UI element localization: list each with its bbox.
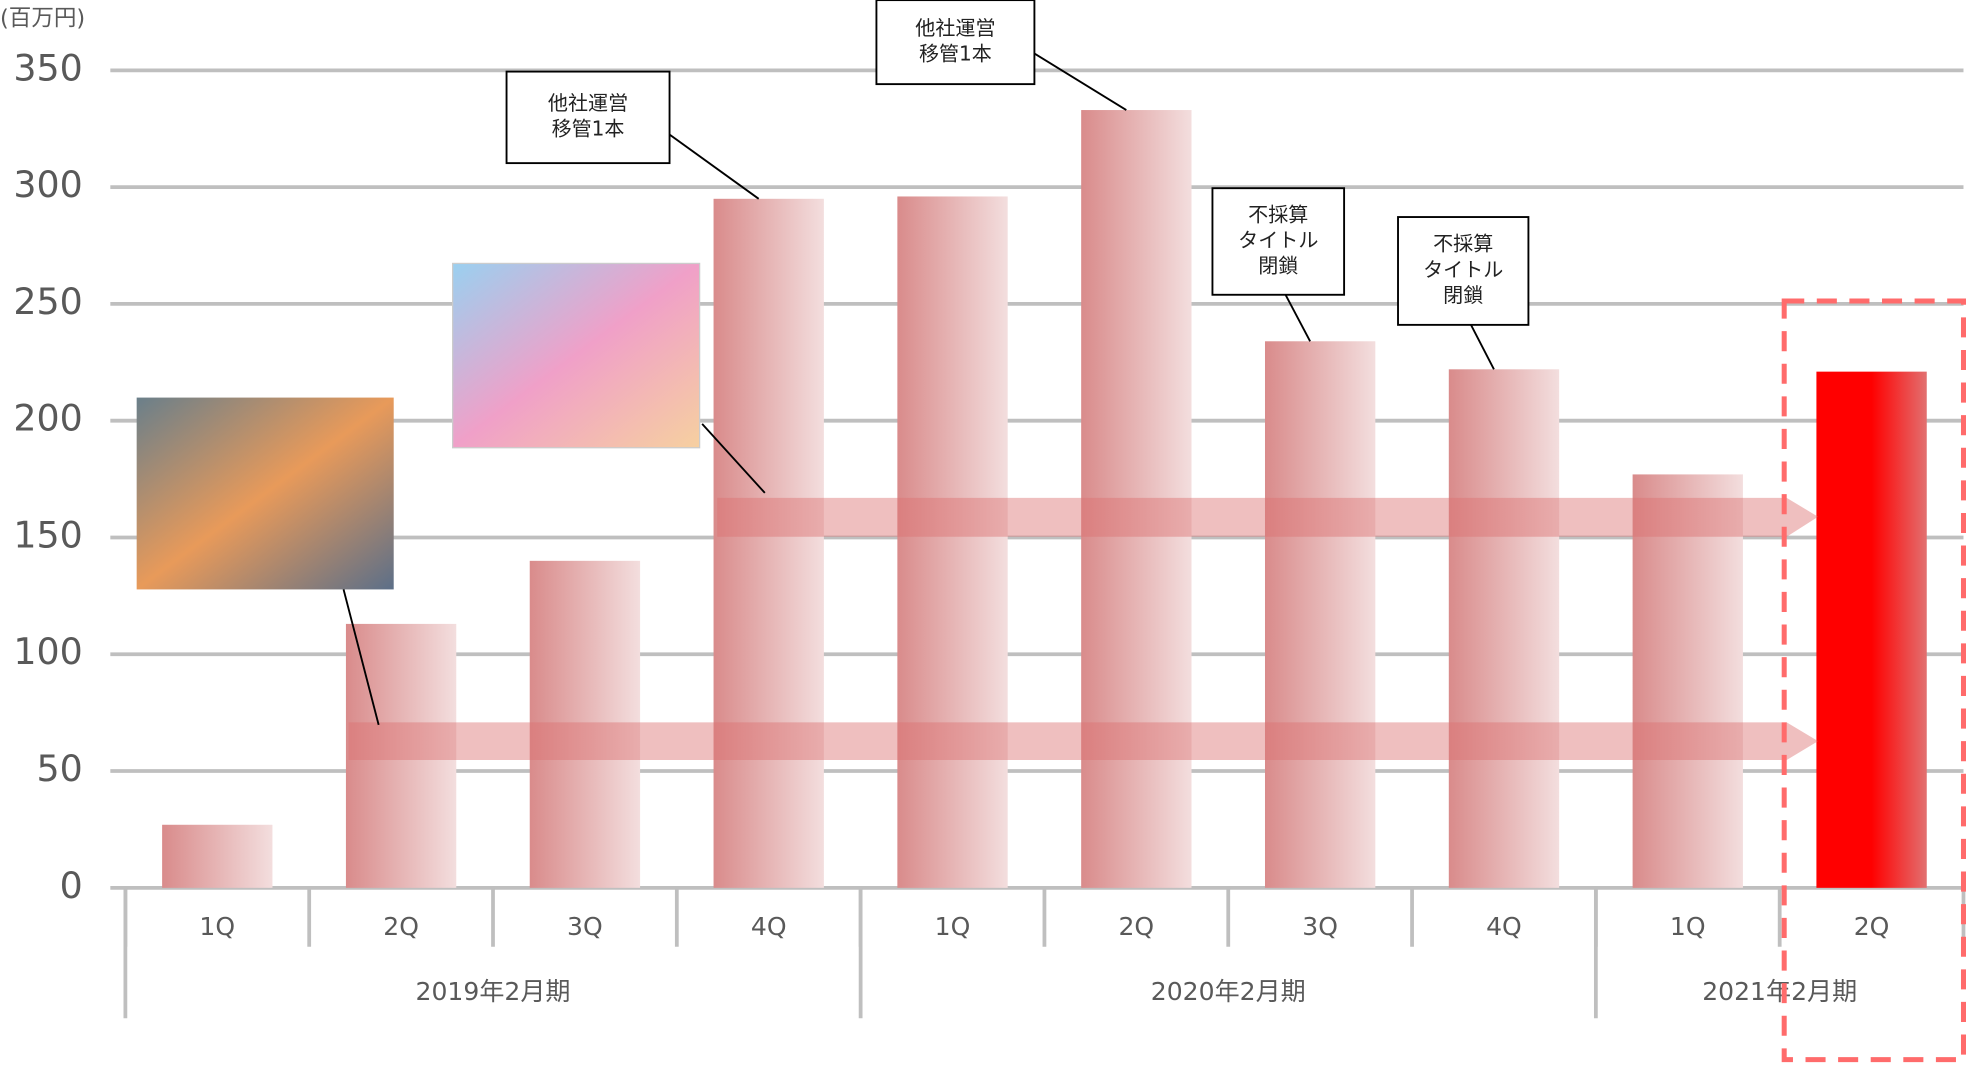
annotation-text: 他社運営 — [915, 16, 995, 40]
annotation-text: タイトル — [1423, 257, 1503, 281]
y-tick-label: 350 — [13, 46, 82, 89]
bar — [1816, 371, 1927, 888]
x-tick-label: 2Q — [383, 912, 419, 941]
annotation-box — [1397, 216, 1530, 326]
leader-line — [1022, 45, 1127, 111]
y-tick-label: 250 — [13, 280, 82, 323]
x-tick-label: 2Q — [1118, 912, 1154, 941]
annotation-text: 移管1本 — [552, 117, 625, 141]
x-tick-label: 4Q — [1486, 912, 1522, 941]
group-label: 2021年2月期 — [1702, 977, 1857, 1006]
bar — [713, 198, 824, 888]
y-tick-label: 200 — [13, 397, 82, 440]
bar — [162, 824, 273, 888]
x-tick-label: 2Q — [1854, 912, 1890, 941]
bar — [897, 196, 1008, 888]
bar — [529, 560, 641, 888]
leader-line — [656, 124, 760, 200]
annotation-box — [875, 0, 1036, 86]
leader-line — [701, 423, 766, 494]
x-tick-label: 4Q — [751, 912, 787, 941]
x-tick-label: 3Q — [567, 912, 603, 941]
annotation-box — [505, 70, 671, 165]
y-tick-label: 50 — [36, 747, 82, 790]
annotation-text: 閉鎖 — [1258, 254, 1298, 278]
group-label: 2019年2月期 — [416, 977, 571, 1006]
y-tick-label: 300 — [13, 163, 82, 206]
annotation-text: 他社運営 — [548, 91, 628, 115]
bar — [1632, 474, 1743, 888]
y-tick-label: 100 — [13, 630, 82, 673]
x-tick-label: 1Q — [1670, 912, 1706, 941]
unit-label: (百万円) — [0, 5, 85, 31]
x-tick-label: 3Q — [1302, 912, 1338, 941]
annotation-text: 不採算 — [1433, 232, 1493, 256]
annotation-text: 不採算 — [1248, 202, 1308, 226]
annotation-text: 閉鎖 — [1443, 283, 1483, 307]
arrow-band — [717, 497, 1819, 537]
highlight-box — [1781, 298, 1966, 1063]
x-tick-label: 1Q — [199, 912, 235, 941]
bar — [1264, 341, 1376, 888]
game-image — [136, 397, 394, 590]
bar — [1081, 110, 1192, 888]
y-tick-label: 150 — [13, 513, 82, 556]
annotation-text: タイトル — [1238, 228, 1318, 252]
annotation-text: 移管1本 — [919, 41, 992, 65]
arrow-band — [348, 722, 1819, 760]
annotation-box — [1211, 187, 1346, 296]
leader-line — [342, 589, 380, 726]
game-image — [452, 262, 701, 449]
y-tick-label: 0 — [60, 864, 83, 907]
group-label: 2020年2月期 — [1151, 977, 1306, 1006]
bar — [1448, 369, 1560, 888]
x-tick-label: 1Q — [935, 912, 971, 941]
